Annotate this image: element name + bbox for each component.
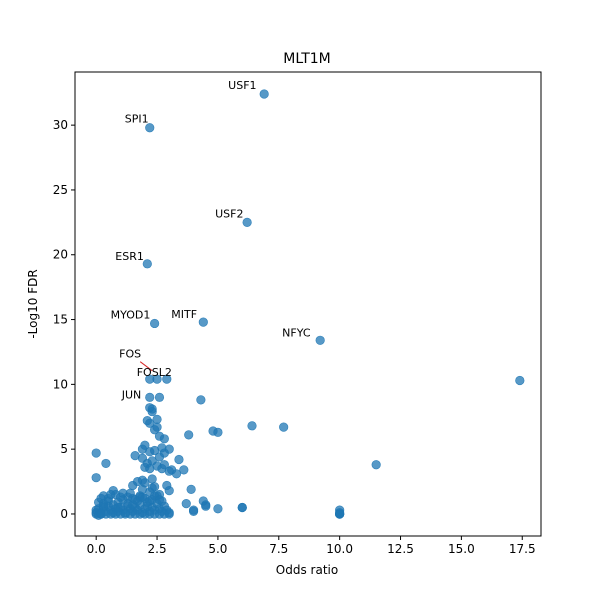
point-annotations: USF1 SPI1 USF2 ESR1 MYOD1 MITF NFYC FOS FOSL2 JUN [111, 79, 311, 401]
data-point [159, 434, 169, 444]
y-tick-label: 0 [60, 507, 68, 521]
y-tick-label: 15 [53, 313, 68, 327]
x-tick-label: 15.0 [448, 542, 475, 556]
data-point [128, 480, 138, 491]
data-point [154, 452, 165, 462]
data-point [150, 318, 160, 329]
data-point [162, 374, 172, 384]
data-point [237, 502, 247, 513]
annotation-jun: JUN [121, 388, 142, 401]
annotation-spi1: SPI1 [125, 113, 149, 126]
data-point [164, 486, 174, 496]
data-point [196, 395, 206, 405]
data-point [154, 392, 165, 402]
data-point [137, 484, 148, 494]
data-point [315, 335, 325, 345]
data-point [179, 465, 189, 475]
data-point [242, 217, 252, 227]
data-point [145, 123, 155, 133]
data-point [152, 374, 162, 384]
data-point [181, 498, 191, 509]
data-point [213, 427, 223, 437]
data-point [247, 421, 257, 431]
annotation-usf1: USF1 [228, 79, 256, 92]
annotation-usf2: USF2 [215, 207, 243, 220]
y-axis: 0 5 10 15 20 25 30 [53, 118, 75, 521]
data-point [186, 484, 196, 494]
annotation-nfyc: NFYC [282, 326, 311, 339]
data-point [98, 501, 109, 511]
annotation-myod1: MYOD1 [111, 308, 151, 321]
data-point [164, 444, 174, 454]
y-tick-label: 5 [60, 442, 68, 456]
data-point [335, 509, 345, 519]
y-tick-label: 10 [53, 377, 68, 391]
data-point [101, 458, 111, 469]
data-point [154, 495, 165, 505]
data-point [106, 489, 116, 500]
chart-title: MLT1M [283, 51, 331, 67]
x-tick-label: 7.5 [269, 542, 288, 556]
data-point [91, 448, 101, 458]
data-point [152, 422, 162, 432]
data-point [188, 506, 199, 516]
data-point [201, 501, 211, 511]
data-point [147, 406, 157, 417]
data-point [125, 488, 135, 498]
y-tick-label: 25 [53, 183, 68, 197]
data-point [113, 502, 123, 513]
x-tick-label: 12.5 [387, 542, 414, 556]
data-point [142, 259, 152, 269]
annotation-fos: FOS [119, 348, 141, 361]
data-points [91, 89, 525, 520]
data-point [213, 504, 223, 514]
x-axis: 0.0 2.5 5.0 7.5 10.0 12.5 15.0 17.5 [87, 536, 536, 556]
x-tick-label: 17.5 [509, 542, 536, 556]
y-tick-label: 30 [53, 118, 68, 132]
data-point [198, 317, 208, 327]
data-point [147, 483, 157, 493]
annotation-mitf: MITF [171, 308, 197, 321]
y-tick-label: 20 [53, 248, 68, 262]
data-point [259, 89, 269, 99]
x-tick-label: 2.5 [148, 542, 167, 556]
data-point [164, 509, 174, 519]
x-tick-label: 5.0 [208, 542, 227, 556]
data-point [115, 492, 126, 502]
data-point [171, 469, 182, 479]
x-tick-label: 10.0 [326, 542, 353, 556]
y-axis-label: -Log10 FDR [26, 269, 40, 338]
data-point [279, 422, 289, 432]
data-point [371, 460, 381, 470]
data-point [96, 493, 106, 504]
data-point [145, 418, 155, 428]
data-point [96, 509, 106, 519]
x-axis-label: Odds ratio [276, 563, 338, 577]
annotation-fosl2: FOSL2 [137, 366, 172, 379]
annotation-esr1: ESR1 [115, 250, 144, 263]
annotation-connector [139, 361, 153, 372]
data-point [174, 454, 184, 465]
data-point [145, 392, 155, 402]
data-point [184, 430, 194, 440]
data-point [91, 473, 101, 483]
data-point [515, 375, 525, 386]
data-point [140, 440, 150, 450]
x-tick-label: 0.0 [87, 542, 106, 556]
